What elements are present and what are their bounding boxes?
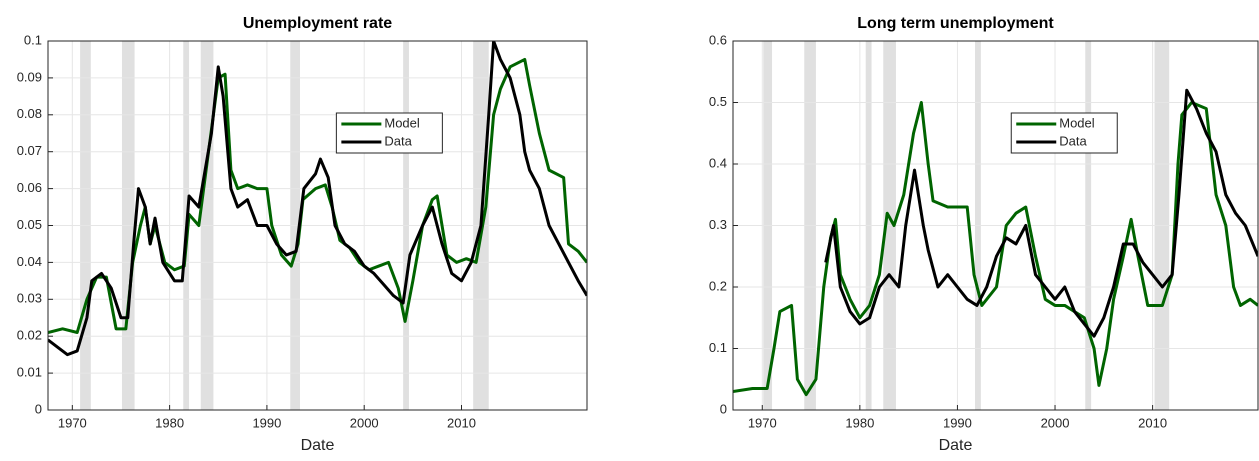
x-tick-label: 2010 xyxy=(447,415,476,430)
y-tick-label: 0 xyxy=(720,401,727,416)
y-tick-label: 0.04 xyxy=(17,254,42,269)
axes-box xyxy=(47,40,588,411)
x-tick-label: 1990 xyxy=(252,415,281,430)
chart: 0 0.1 0.2 0.3 0.4 0.5 0.6 1970 1980 1990 2000 2010 L… xyxy=(709,15,1259,454)
x-tick-label: 2000 xyxy=(350,415,379,430)
y-tick-label: 0.08 xyxy=(17,106,42,121)
y-tick-label: 0.02 xyxy=(17,328,42,343)
legend-label: Model xyxy=(384,115,420,130)
x-axis-label: Date xyxy=(301,437,335,454)
y-tick-label: 0.6 xyxy=(709,32,727,47)
x-tick-label: 1980 xyxy=(845,415,874,430)
y-tick-label: 0.05 xyxy=(17,217,42,232)
legend-box xyxy=(335,112,443,154)
y-tick-label: 0 xyxy=(35,401,42,416)
y-tick-label: 0.5 xyxy=(709,94,727,109)
x-tick-label: 1980 xyxy=(155,415,184,430)
y-tick-label: 0.4 xyxy=(709,155,727,170)
x-tick-label: 2000 xyxy=(1041,415,1070,430)
y-tick-label: 0.09 xyxy=(17,69,42,84)
series-group xyxy=(733,88,1258,397)
x-tick-label: 1970 xyxy=(748,415,777,430)
data-line xyxy=(824,88,1258,338)
y-tick-label: 0.03 xyxy=(17,291,42,306)
y-tick-label: 0.3 xyxy=(709,217,727,232)
axes-box xyxy=(732,40,1259,411)
y-tick-label: 0.2 xyxy=(709,278,727,293)
legend-label: Data xyxy=(384,133,412,148)
legend-label: Data xyxy=(1059,133,1087,148)
x-tick-label: 1990 xyxy=(943,415,972,430)
y-tick-label: 0.07 xyxy=(17,143,42,158)
chart-title: Unemployment rate xyxy=(243,15,392,32)
x-tick-label: 2010 xyxy=(1138,415,1167,430)
x-axis-label: Date xyxy=(939,437,973,454)
x-tick-label: 1970 xyxy=(58,415,87,430)
y-tick-label: 0.01 xyxy=(17,365,42,380)
legend: Model Data xyxy=(335,112,443,154)
data-line xyxy=(48,41,587,357)
legend-box xyxy=(1010,112,1118,154)
series-group xyxy=(48,41,587,357)
legend: Model Data xyxy=(1010,112,1118,154)
y-tick-label: 0.1 xyxy=(24,32,42,47)
y-tick-label: 0.06 xyxy=(17,180,42,195)
chart-title: Long term unemployment xyxy=(857,15,1054,32)
chart: 0 0.01 0.02 0.03 0.04 0.05 0.06 0.07 0.08 0.09 0.1… xyxy=(17,15,588,454)
legend-label: Model xyxy=(1059,115,1095,130)
y-tick-label: 0.1 xyxy=(709,340,727,355)
